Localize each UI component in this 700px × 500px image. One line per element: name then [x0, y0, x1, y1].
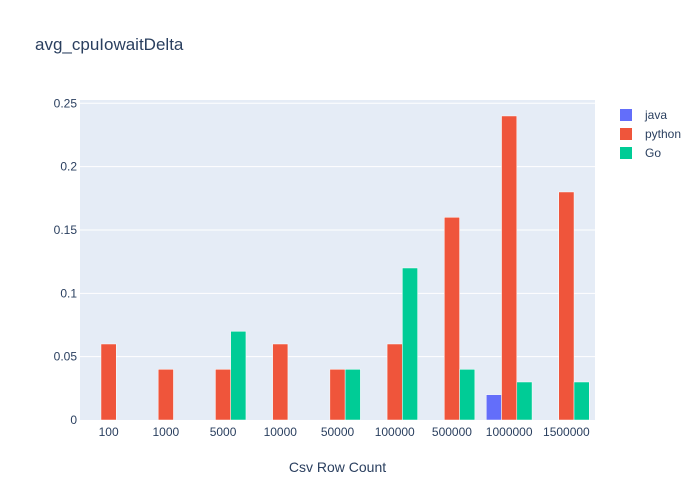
y-tick-label: 0.05 [54, 350, 78, 364]
legend-item-python[interactable]: python [620, 127, 681, 141]
chart-title: avg_cpuIowaitDelta [35, 35, 184, 54]
y-tick-label: 0 [70, 413, 77, 427]
bar-python[interactable] [100, 343, 117, 421]
y-tick-label: 0.25 [54, 96, 78, 110]
y-tick-label: 0.1 [60, 286, 77, 300]
bar-go[interactable] [516, 381, 533, 421]
bar-go[interactable] [459, 369, 476, 421]
bar-python[interactable] [558, 191, 575, 421]
legend-swatch [620, 109, 632, 121]
bar-python[interactable] [444, 217, 460, 421]
legend-item-java[interactable]: java [620, 108, 667, 122]
legend-swatch [620, 147, 632, 159]
bar-go[interactable] [344, 369, 361, 421]
x-tick-label: 100000 [375, 425, 415, 439]
legend-label: python [645, 127, 681, 141]
x-tick-label: 5000 [210, 425, 237, 439]
y-axis-ticks: 0 0.05 0.1 0.15 0.2 0.25 [54, 96, 78, 427]
x-tick-label: 1500000 [543, 425, 590, 439]
bar-python[interactable] [501, 115, 518, 421]
legend-label: java [644, 108, 667, 122]
legend-swatch [620, 128, 632, 140]
bars [100, 115, 590, 421]
y-tick-label: 0.15 [54, 223, 78, 237]
x-tick-label: 1000000 [486, 425, 533, 439]
x-tick-label: 50000 [321, 425, 355, 439]
bar-python[interactable] [329, 369, 346, 421]
bar-go[interactable] [230, 331, 247, 421]
x-axis-title: Csv Row Count [289, 459, 386, 475]
x-tick-label: 10000 [264, 425, 298, 439]
x-tick-label: 500000 [432, 425, 472, 439]
x-tick-label: 100 [99, 425, 119, 439]
bar-python[interactable] [272, 343, 289, 421]
x-axis-ticks: 100 1000 5000 10000 50000 100000 500000 1000000… [99, 425, 590, 439]
bar-python[interactable] [157, 369, 174, 421]
x-tick-label: 1000 [152, 425, 179, 439]
y-tick-label: 0.2 [60, 160, 77, 174]
bar-go[interactable] [573, 381, 590, 421]
bar-java[interactable] [486, 394, 502, 421]
bar-python[interactable] [215, 369, 231, 421]
legend-label: Go [645, 146, 661, 160]
bar-go[interactable] [402, 267, 418, 421]
bar-python[interactable] [386, 343, 403, 421]
legend-item-go[interactable]: Go [620, 146, 661, 160]
legend[interactable]: java python Go [620, 108, 681, 160]
